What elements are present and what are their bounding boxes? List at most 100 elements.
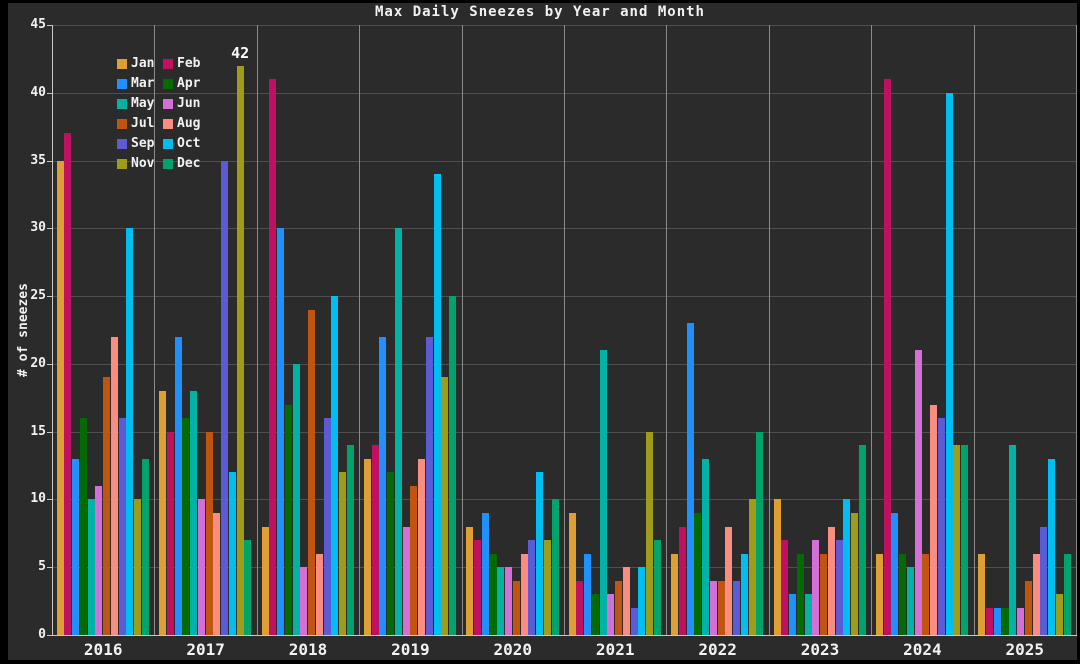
legend-swatch-Jul — [117, 119, 127, 129]
bar-2025-Jun — [1017, 607, 1025, 635]
bar-2019-Feb — [371, 445, 379, 635]
legend-swatch-Mar — [117, 79, 127, 89]
ytick-45: 45 — [30, 17, 46, 32]
bar-2018-Nov — [339, 472, 346, 635]
bar-2020-May — [497, 567, 505, 635]
bar-2021-Apr — [591, 594, 599, 635]
bar-2020-Dec — [551, 499, 559, 635]
bar-2023-Jan — [773, 499, 781, 635]
bar-2018-Apr — [284, 404, 292, 635]
bar-2017-Oct — [228, 472, 236, 635]
xtick-2018: 2018 — [288, 640, 328, 659]
bar-2020-Sep — [528, 540, 536, 635]
bar-2020-Jul — [512, 580, 520, 635]
xtick-2021: 2021 — [595, 640, 635, 659]
bar-2016-Jan — [56, 160, 64, 635]
bar-2021-Aug — [622, 567, 630, 635]
gridline-x-8 — [871, 25, 873, 635]
bar-2025-Sep — [1040, 526, 1048, 635]
bar-2019-Dec — [449, 296, 457, 635]
legend-label-Aug: Aug — [177, 116, 201, 131]
gridline-x-2 — [256, 25, 258, 635]
bar-2022-Feb — [678, 526, 686, 635]
bar-2019-Apr — [387, 472, 395, 635]
bar-2024-Dec — [961, 445, 969, 635]
bar-2020-Jun — [505, 567, 513, 635]
legend-swatch-Apr — [163, 79, 173, 89]
ytick-mark-35 — [47, 160, 52, 162]
bar-2017-Apr — [182, 418, 190, 635]
bar-2024-Apr — [899, 553, 907, 635]
legend: Jan Feb Mar Apr May Jun Jul Aug Sep Oct Nov Dec — [110, 50, 220, 180]
bar-2020-Aug — [520, 553, 528, 635]
bar-2020-Oct — [536, 472, 544, 635]
bar-2024-Aug — [930, 404, 938, 635]
ytick-mark-45 — [47, 25, 52, 26]
bar-2017-Sep — [221, 160, 229, 635]
bar-2019-May — [394, 228, 402, 635]
bar-2024-Jul — [922, 553, 930, 635]
bar-2023-Apr — [796, 553, 804, 635]
bar-2019-Mar — [379, 336, 387, 635]
ytick-mark-40 — [47, 92, 52, 94]
xtick-2024: 2024 — [903, 640, 942, 659]
bar-2017-May — [190, 391, 198, 635]
xtick-2025: 2025 — [1005, 640, 1045, 659]
bar-2022-Aug — [725, 526, 733, 635]
bar-2018-Jan — [261, 526, 269, 635]
bar-2019-Oct — [433, 174, 441, 635]
xtick-2016: 2016 — [83, 640, 123, 659]
x-axis-spine — [52, 635, 1077, 636]
bar-2022-Mar — [686, 323, 694, 635]
bar-2021-May — [599, 350, 607, 635]
bar-2021-Jan — [568, 513, 576, 635]
legend-swatch-Nov — [117, 159, 127, 169]
ytick-5: 5 — [38, 559, 46, 575]
bar-2021-Nov — [646, 431, 654, 635]
bar-2018-Mar — [277, 228, 284, 635]
bar-2018-Oct — [331, 296, 339, 635]
bar-2023-Nov — [851, 513, 858, 635]
bar-2020-Nov — [543, 540, 551, 635]
legend-label-Jul: Jul — [131, 116, 155, 131]
gridline-x-9 — [973, 25, 975, 635]
ytick-30: 30 — [30, 220, 46, 236]
bar-2022-Nov — [748, 499, 756, 635]
bar-2025-Nov — [1055, 594, 1063, 635]
bar-2024-Oct — [945, 92, 953, 635]
bar-2021-Dec — [653, 540, 661, 635]
xtick-2022: 2022 — [698, 640, 737, 659]
legend-swatch-Sep — [117, 139, 127, 149]
bar-annotation: 42 — [231, 43, 250, 62]
bar-2017-Feb — [166, 431, 174, 635]
bar-2023-Jun — [812, 540, 820, 635]
bar-2023-Jul — [820, 553, 827, 635]
bar-2022-May — [702, 458, 710, 635]
bar-2024-Nov — [953, 445, 961, 635]
bar-2022-Jul — [717, 580, 725, 635]
bar-2016-Apr — [79, 418, 87, 635]
bar-2017-Jul — [205, 431, 213, 635]
y-axis-spine — [52, 25, 53, 636]
ytick-mark-25 — [47, 296, 52, 298]
bar-2022-Sep — [733, 580, 741, 635]
bar-2025-Dec — [1063, 553, 1071, 635]
legend-label-Jun: Jun — [177, 96, 201, 111]
bar-2024-Jun — [914, 350, 922, 635]
bar-2022-Jun — [709, 580, 717, 635]
ytick-mark-20 — [47, 363, 52, 365]
legend-label-Nov: Nov — [131, 156, 155, 171]
bar-2016-Jul — [103, 377, 111, 635]
bar-2025-Mar — [993, 607, 1001, 635]
bar-2017-Mar — [174, 336, 182, 635]
gridline-x-6 — [666, 25, 668, 635]
bar-2018-Feb — [269, 79, 277, 635]
bar-2020-Apr — [489, 553, 497, 635]
legend-swatch-Jun — [163, 99, 173, 109]
legend-label-Apr: Apr — [177, 76, 201, 91]
bar-2016-Jun — [95, 485, 103, 635]
legend-label-Jan: Jan — [131, 56, 155, 71]
bar-2018-Dec — [346, 445, 354, 635]
bar-2021-Feb — [576, 580, 584, 635]
ytick-40: 40 — [30, 84, 46, 100]
